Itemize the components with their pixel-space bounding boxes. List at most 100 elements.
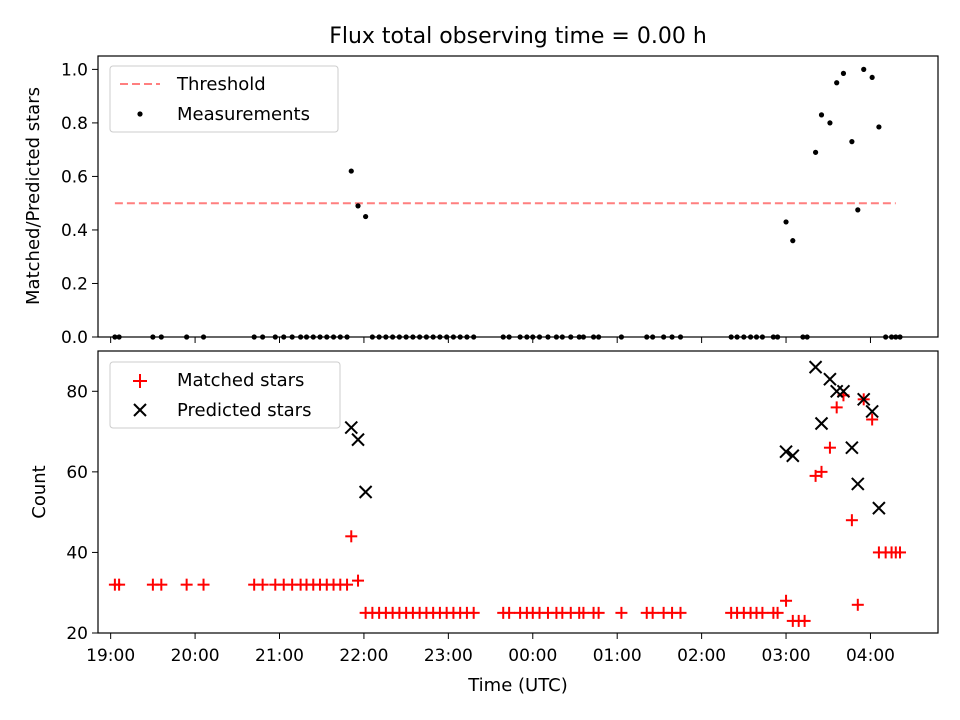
x-tick-label: 03:00 <box>762 646 811 666</box>
x-tick-label: 22:00 <box>339 646 388 666</box>
x-tick-label: 23:00 <box>424 646 473 666</box>
top-y-tick-label: 0.8 <box>61 114 88 134</box>
matched-star-marker <box>341 578 354 591</box>
top-y-tick-label: 0.4 <box>61 221 88 241</box>
measurement-point <box>840 70 847 76</box>
measurement-point <box>355 203 361 209</box>
matched-star-marker <box>646 606 659 619</box>
predicted-marker-b <box>808 360 823 374</box>
measurement-point <box>869 74 875 81</box>
bottom-y-tick-label: 60 <box>66 463 88 483</box>
legend-measurements-label: Measurements <box>177 104 310 125</box>
matched-star-marker <box>798 614 811 627</box>
predicted-marker-b <box>851 477 865 491</box>
matched-star-marker <box>823 441 836 454</box>
x-tick-label: 01:00 <box>593 646 642 666</box>
matched-star-marker <box>894 546 907 559</box>
measurement-point <box>827 120 833 126</box>
legend-measurements-swatch <box>137 111 143 117</box>
predicted-star-marker <box>814 416 829 431</box>
matched-star-marker <box>592 606 605 619</box>
matched-star-marker <box>352 574 365 587</box>
predicted-star-marker <box>836 384 851 398</box>
predicted-marker-b <box>351 432 365 447</box>
predicted-star-marker <box>344 420 358 435</box>
matched-star-marker <box>256 578 269 591</box>
predicted-marker-b <box>823 372 837 386</box>
x-tick-label: 20:00 <box>171 646 220 666</box>
predicted-marker-b <box>865 404 879 419</box>
x-tick-label: 21:00 <box>255 646 304 666</box>
chart-title: Flux total observing time = 0.00 h <box>329 24 707 49</box>
matched-star-marker <box>503 606 516 619</box>
predicted-star-marker <box>779 445 793 459</box>
bottom-y-tick-label: 40 <box>66 543 88 563</box>
predicted-marker-b <box>845 440 859 455</box>
predicted-star-marker <box>351 432 365 447</box>
measurement-point <box>876 124 882 130</box>
predicted-star-marker <box>358 485 373 499</box>
matched-star-marker <box>866 413 879 426</box>
matched-star-marker <box>780 594 793 607</box>
matched-star-marker <box>845 514 858 527</box>
top-plot: Matched/Predicted stars 0.0 0.2 0.4 0.6 0.8 1… <box>23 55 939 348</box>
measurement-point <box>834 80 840 86</box>
measurement-point <box>818 112 825 118</box>
bottom-plot-frame <box>97 350 939 634</box>
predicted-star-marker <box>823 372 837 386</box>
top-y-tick-label: 1.0 <box>61 60 88 80</box>
matched-star-marker <box>345 530 358 543</box>
predicted-star-marker <box>865 404 879 419</box>
x-tick-label: 00:00 <box>508 646 557 666</box>
legend-predicted-label: Predicted stars <box>177 400 311 421</box>
predicted-star-marker <box>845 440 859 455</box>
legend-predicted-swatch <box>133 403 147 417</box>
predicted-star-marker <box>857 392 871 407</box>
legend-matched-swatch <box>133 374 147 388</box>
measurement-point <box>855 207 861 213</box>
matched-star-marker <box>674 606 687 619</box>
measurement-point <box>348 168 354 174</box>
predicted-marker-b <box>779 445 793 459</box>
top-y-tick-label: 0.6 <box>61 167 88 187</box>
top-y-tick-label: 0.0 <box>61 328 88 348</box>
predicted-marker-b <box>857 392 871 407</box>
bottom-y-axis-label: Count <box>29 465 50 518</box>
predicted-star-marker <box>786 449 800 463</box>
matched-star-marker <box>467 606 480 619</box>
matched-star-marker <box>197 578 210 591</box>
measurement-point <box>783 219 789 225</box>
matched-star-marker <box>577 606 590 619</box>
matched-star-marker <box>815 465 828 478</box>
predicted-star-marker <box>872 501 886 515</box>
top-y-tick-label: 0.2 <box>61 274 88 294</box>
predicted-marker-b <box>358 485 373 499</box>
matched-star-marker <box>756 606 769 619</box>
legend-threshold-label: Threshold <box>176 74 266 95</box>
matched-star-marker <box>113 578 126 591</box>
x-tick-label: 02:00 <box>677 646 726 666</box>
matched-star-marker <box>155 578 168 591</box>
top-y-axis-label: Matched/Predicted stars <box>23 87 44 305</box>
legend-matched-label: Matched stars <box>177 370 304 391</box>
measurement-point <box>812 149 819 155</box>
x-tick-label: 19:00 <box>86 646 135 666</box>
matched-star-marker <box>615 606 628 619</box>
matched-star-marker <box>851 598 864 611</box>
predicted-marker-b <box>872 501 886 515</box>
predicted-marker-b <box>786 449 800 463</box>
bottom-y-tick-label: 80 <box>66 382 88 402</box>
bottom-y-tick-label: 20 <box>66 624 88 644</box>
predicted-marker-b <box>814 416 829 431</box>
matched-star-marker <box>180 578 193 591</box>
x-tick-label: 04:00 <box>846 646 895 666</box>
matched-star-marker <box>830 401 843 414</box>
top-plot-frame <box>97 55 939 338</box>
top-legend: Threshold Measurements <box>109 65 339 133</box>
matched-star-marker <box>771 606 784 619</box>
predicted-star-marker <box>851 477 865 491</box>
bottom-plot: Count Time (UTC) 20 40 60 80 19:00 20:00 21:00… <box>29 350 939 696</box>
predicted-marker-b <box>836 384 851 398</box>
x-axis-label: Time (UTC) <box>467 675 568 696</box>
